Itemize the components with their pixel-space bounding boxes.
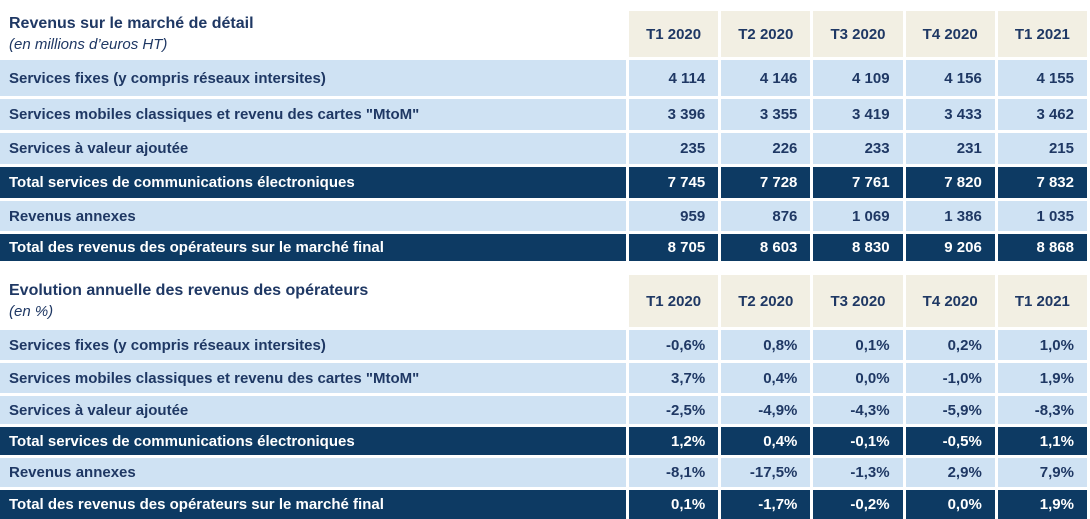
value-cell: 0,2% [905,330,995,360]
value-cell: 233 [813,133,903,164]
row-label-services-fixes: Services fixes (y compris réseaux inters… [0,60,626,96]
value-cell: 7 761 [813,167,903,198]
value-cell: 7,9% [997,458,1087,487]
value-cell: -0,6% [629,330,719,360]
value-cell: 7 745 [629,167,719,198]
retail-table-title-block: Revenus sur le marché de détail (en mill… [0,11,626,57]
table-title: Revenus sur le marché de détail [9,14,254,32]
row-label-services-valeur-ajoutee: Services à valeur ajoutée [0,133,626,164]
value-cell: 9 206 [905,234,995,261]
value-cell: 1,9% [997,363,1087,393]
value-cell: -1,0% [905,363,995,393]
value-cell: 0,8% [721,330,811,360]
value-cell: 8 705 [629,234,719,261]
value-cell: 226 [721,133,811,164]
value-cell: 8 868 [997,234,1087,261]
column-header-t1-2021: T1 2021 [997,11,1087,57]
table-subtitle: (en millions d’euros HT) [9,35,168,53]
value-cell: 1 069 [813,201,903,231]
row-label-services-mobiles: Services mobiles classiques et revenu de… [0,99,626,130]
value-cell: 1,9% [997,490,1087,519]
column-header-t3-2020: T3 2020 [813,275,903,327]
column-header-t1-2020: T1 2020 [629,275,719,327]
value-cell: -17,5% [721,458,811,487]
value-cell: 3,7% [629,363,719,393]
row-label-revenus-annexes: Revenus annexes [0,201,626,231]
row-label-services-valeur-ajoutee: Services à valeur ajoutée [0,396,626,424]
value-cell: 8 830 [813,234,903,261]
value-cell: -1,3% [813,458,903,487]
value-cell: 0,4% [721,363,811,393]
value-cell: 215 [997,133,1087,164]
value-cell: 3 433 [905,99,995,130]
value-cell: 235 [629,133,719,164]
value-cell: 0,1% [813,330,903,360]
value-cell: -5,9% [905,396,995,424]
value-cell: 4 146 [721,60,811,96]
row-label-revenus-annexes: Revenus annexes [0,458,626,487]
value-cell: -1,7% [721,490,811,519]
value-cell: 2,9% [905,458,995,487]
value-cell: -4,3% [813,396,903,424]
evolution-table-title-block: Evolution annuelle des revenus des opéra… [0,275,626,327]
column-header-t1-2020: T1 2020 [629,11,719,57]
value-cell: 4 114 [629,60,719,96]
value-cell: -8,3% [997,396,1087,424]
value-cell: 0,0% [905,490,995,519]
table-subtitle: (en %) [9,302,54,320]
value-cell: 1,0% [997,330,1087,360]
value-cell: 0,4% [721,427,811,455]
value-cell: 1,1% [997,427,1087,455]
value-cell: 1 035 [997,201,1087,231]
value-cell: 0,0% [813,363,903,393]
value-cell: 231 [905,133,995,164]
value-cell: 1 386 [905,201,995,231]
value-cell: 3 419 [813,99,903,130]
value-cell: 7 820 [905,167,995,198]
value-cell: 7 728 [721,167,811,198]
row-label-services-mobiles: Services mobiles classiques et revenu de… [0,363,626,393]
value-cell: -8,1% [629,458,719,487]
value-cell: 876 [721,201,811,231]
column-header-t2-2020: T2 2020 [721,11,811,57]
value-cell: 3 355 [721,99,811,130]
column-header-t4-2020: T4 2020 [905,11,995,57]
value-cell: -0,5% [905,427,995,455]
value-cell: 4 109 [813,60,903,96]
row-label-total-revenus: Total des revenus des opérateurs sur le … [0,490,626,519]
value-cell: 8 603 [721,234,811,261]
value-cell: -2,5% [629,396,719,424]
row-label-total-services: Total services de communications électro… [0,427,626,455]
column-header-t4-2020: T4 2020 [905,275,995,327]
column-header-t2-2020: T2 2020 [721,275,811,327]
value-cell: -4,9% [721,396,811,424]
value-cell: -0,1% [813,427,903,455]
value-cell: 7 832 [997,167,1087,198]
row-label-total-revenus: Total des revenus des opérateurs sur le … [0,234,626,261]
table-title: Evolution annuelle des revenus des opéra… [9,281,369,299]
value-cell: 0,1% [629,490,719,519]
value-cell: 3 396 [629,99,719,130]
column-header-t3-2020: T3 2020 [813,11,903,57]
column-header-t1-2021: T1 2021 [997,275,1087,327]
value-cell: 1,2% [629,427,719,455]
row-label-total-services: Total services de communications électro… [0,167,626,198]
value-cell: 4 156 [905,60,995,96]
value-cell: 4 155 [997,60,1087,96]
retail-revenue-table: Revenus sur le marché de détail (en mill… [0,11,1087,261]
value-cell: 3 462 [997,99,1087,130]
evolution-table: Evolution annuelle des revenus des opéra… [0,275,1087,519]
row-label-services-fixes: Services fixes (y compris réseaux inters… [0,330,626,360]
value-cell: 959 [629,201,719,231]
value-cell: -0,2% [813,490,903,519]
